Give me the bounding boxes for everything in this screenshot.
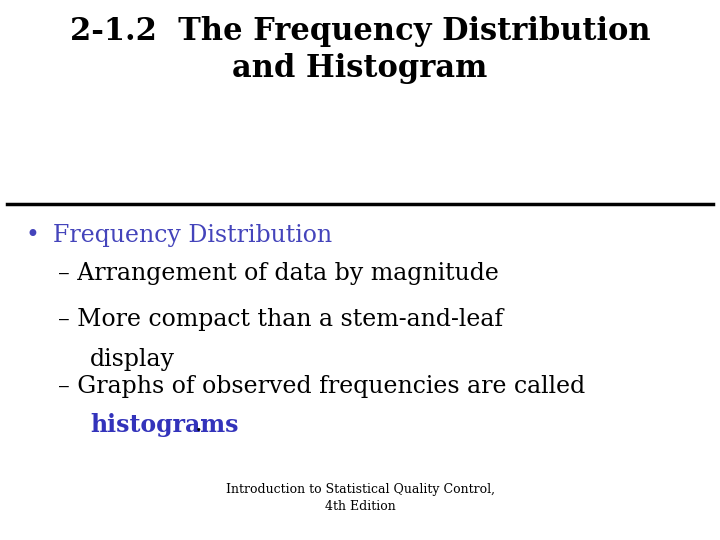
Text: display: display	[90, 348, 175, 372]
Text: •: •	[25, 224, 39, 247]
Text: Introduction to Statistical Quality Control,
4th Edition: Introduction to Statistical Quality Cont…	[225, 483, 495, 513]
Text: – Arrangement of data by magnitude: – Arrangement of data by magnitude	[58, 262, 498, 285]
Text: Frequency Distribution: Frequency Distribution	[53, 224, 332, 247]
Text: .: .	[194, 413, 202, 436]
Text: 2-1.2  The Frequency Distribution
and Histogram: 2-1.2 The Frequency Distribution and His…	[70, 16, 650, 84]
Text: – Graphs of observed frequencies are called: – Graphs of observed frequencies are cal…	[58, 375, 585, 399]
Text: histograms: histograms	[90, 413, 238, 437]
Text: – More compact than a stem-and-leaf: – More compact than a stem-and-leaf	[58, 308, 503, 331]
